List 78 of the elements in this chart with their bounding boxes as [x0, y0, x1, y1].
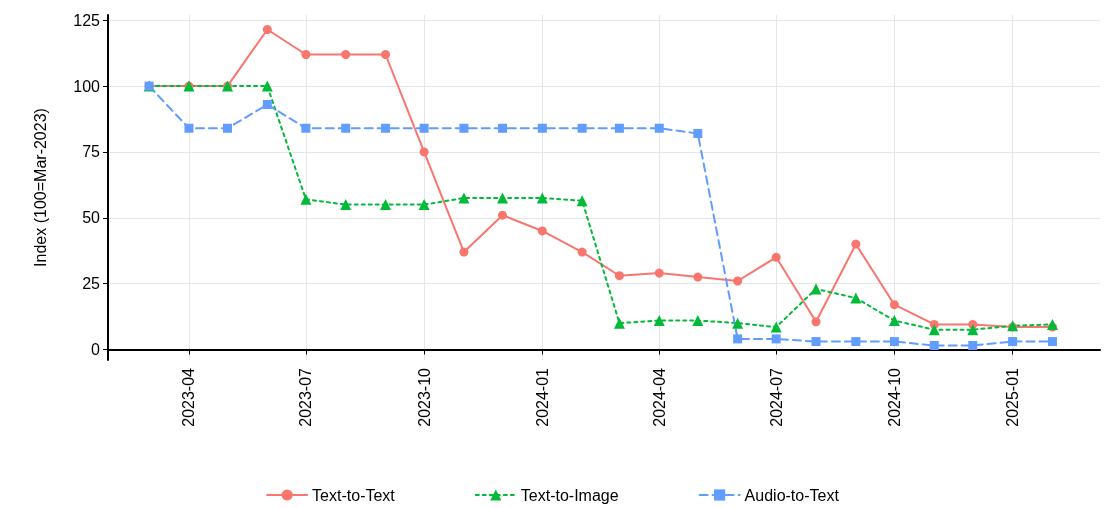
point [653, 315, 665, 326]
point [301, 50, 311, 59]
point [851, 337, 861, 347]
point [968, 341, 978, 351]
point [693, 129, 703, 139]
point [693, 272, 703, 282]
point [733, 276, 743, 286]
x-tick-label: 2025-01 [1004, 367, 1022, 427]
x-tick-label: 2024-04 [650, 367, 668, 427]
y-axis-title: Index (100=Mar-2023) [31, 108, 49, 267]
y-tick-label: 0 [91, 340, 101, 358]
point [929, 341, 939, 351]
point [770, 321, 782, 333]
point [262, 24, 272, 34]
point [380, 199, 392, 211]
point [498, 210, 507, 220]
y-tick-label: 75 [82, 143, 101, 161]
point [381, 50, 391, 59]
point [223, 123, 232, 133]
point [654, 268, 664, 278]
point [261, 80, 273, 92]
x-tick-label: 2023-04 [180, 367, 198, 427]
point [850, 292, 862, 304]
point [458, 192, 470, 204]
point [576, 195, 588, 207]
point [262, 100, 272, 110]
y-tick-label: 125 [73, 11, 101, 29]
point [381, 123, 391, 133]
x-tick-label: 2023-10 [415, 367, 433, 427]
point [340, 199, 352, 211]
x-tick-label: 2024-01 [533, 367, 551, 427]
point [497, 123, 507, 133]
point [577, 123, 587, 133]
legend-label: Text-to-Image [520, 486, 619, 504]
point [419, 147, 429, 157]
x-tick-label: 2023-07 [297, 367, 315, 427]
point [341, 123, 351, 133]
point [459, 123, 469, 133]
point [1046, 318, 1058, 330]
point [184, 123, 194, 133]
point [654, 123, 664, 133]
y-tick-label: 50 [82, 209, 101, 227]
point [301, 123, 311, 133]
point [810, 283, 822, 295]
point [732, 317, 744, 329]
y-tick-label: 100 [73, 77, 101, 95]
point [496, 192, 508, 204]
point [851, 239, 861, 249]
point [537, 226, 547, 236]
point [1008, 337, 1018, 347]
point [888, 315, 900, 326]
point [459, 247, 469, 257]
point [967, 324, 979, 336]
legend-label: Text-to-Text [312, 486, 396, 504]
point [613, 317, 625, 329]
point [771, 252, 781, 262]
point [536, 192, 548, 204]
point [771, 334, 781, 344]
point [419, 123, 429, 133]
point [811, 317, 821, 327]
point [889, 300, 899, 310]
y-tick-label: 25 [82, 275, 101, 293]
point [614, 123, 624, 133]
point [692, 315, 704, 326]
point [733, 334, 743, 344]
legend-label: Audio-to-Text [744, 486, 840, 504]
point [300, 193, 312, 205]
x-tick-label: 2024-07 [767, 367, 785, 427]
point [537, 123, 547, 133]
point [418, 199, 430, 211]
point [341, 50, 351, 59]
point [811, 337, 821, 347]
x-tick-label: 2024-10 [885, 367, 903, 427]
point [889, 337, 899, 347]
point [614, 271, 624, 281]
point [928, 324, 940, 336]
point [1047, 337, 1057, 347]
point [577, 247, 587, 257]
